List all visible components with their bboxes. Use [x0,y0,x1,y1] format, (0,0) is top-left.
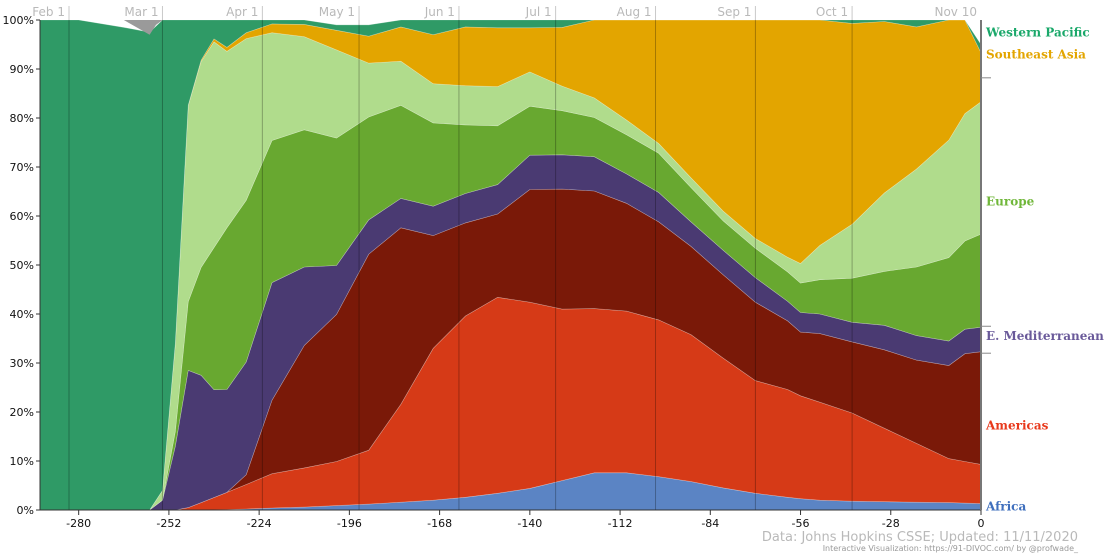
y-tick-label: 60% [10,210,34,223]
x-tick-label: -224 [247,517,272,530]
legend-western-pacific: Western Pacific [985,26,1090,40]
legend-e-mediterranean: E. Mediterranean [986,329,1104,343]
vertical-gridlines [68,20,853,510]
legend-southeast-asia: Southeast Asia [986,47,1086,61]
month-label: Jun 1 [424,5,455,19]
month-labels: Feb 1 Mar 1 Apr 1 May 1 Jun 1 Jul 1 Aug 1 Sep 1… [32,5,977,20]
y-tick-label: 50% [10,259,34,272]
x-tick-label: -28 [882,517,900,530]
y-axis-labels: 0% 10% 20% 30% 40% 50% 60% 70% 80% 90% 100% [3,14,40,517]
month-label: Apr 1 [226,5,258,19]
x-tick-label: 0 [978,517,985,530]
month-label: Jul 1 [525,5,552,19]
y-tick-label: 70% [10,161,34,174]
month-label: Mar 1 [124,5,158,19]
y-tick-label: 90% [10,63,34,76]
region-legend: Western Pacific Southeast Asia Europe E. Me… [981,26,1104,514]
area-unassigned [123,20,163,35]
month-label: Aug 1 [617,5,652,19]
x-tick-label: -252 [156,517,181,530]
legend-europe: Europe [986,194,1035,208]
legend-africa: Africa [985,500,1026,514]
y-tick-label: 30% [10,357,34,370]
month-label: May 1 [319,5,355,19]
month-label: Feb 1 [32,5,65,19]
x-tick-label: -140 [517,517,542,530]
x-axis-labels: -280 -252 -224 -196 -168 -140 -112 -84 -56 -28 0 [66,510,985,530]
month-label: Nov 10 [934,5,977,19]
credit-caption: Interactive Visualization: https://91-DI… [822,544,1078,553]
legend-americas: Americas [985,419,1049,433]
x-tick-label: -280 [66,517,91,530]
x-tick-label: -112 [608,517,633,530]
y-tick-label: 0% [17,504,34,517]
month-label: Sep 1 [717,5,751,19]
x-tick-label: -56 [792,517,810,530]
stacked-areas [39,19,982,511]
x-tick-label: -84 [701,517,719,530]
y-tick-label: 80% [10,112,34,125]
y-tick-label: 20% [10,406,34,419]
x-tick-label: -196 [337,517,362,530]
y-tick-label: 10% [10,455,34,468]
data-source-caption: Data: Johns Hopkins CSSE; Updated: 11/11… [761,530,1078,545]
x-tick-label: -168 [427,517,452,530]
y-tick-label: 100% [3,14,34,27]
y-tick-label: 40% [10,308,34,321]
month-label: Oct 1 [816,5,848,19]
